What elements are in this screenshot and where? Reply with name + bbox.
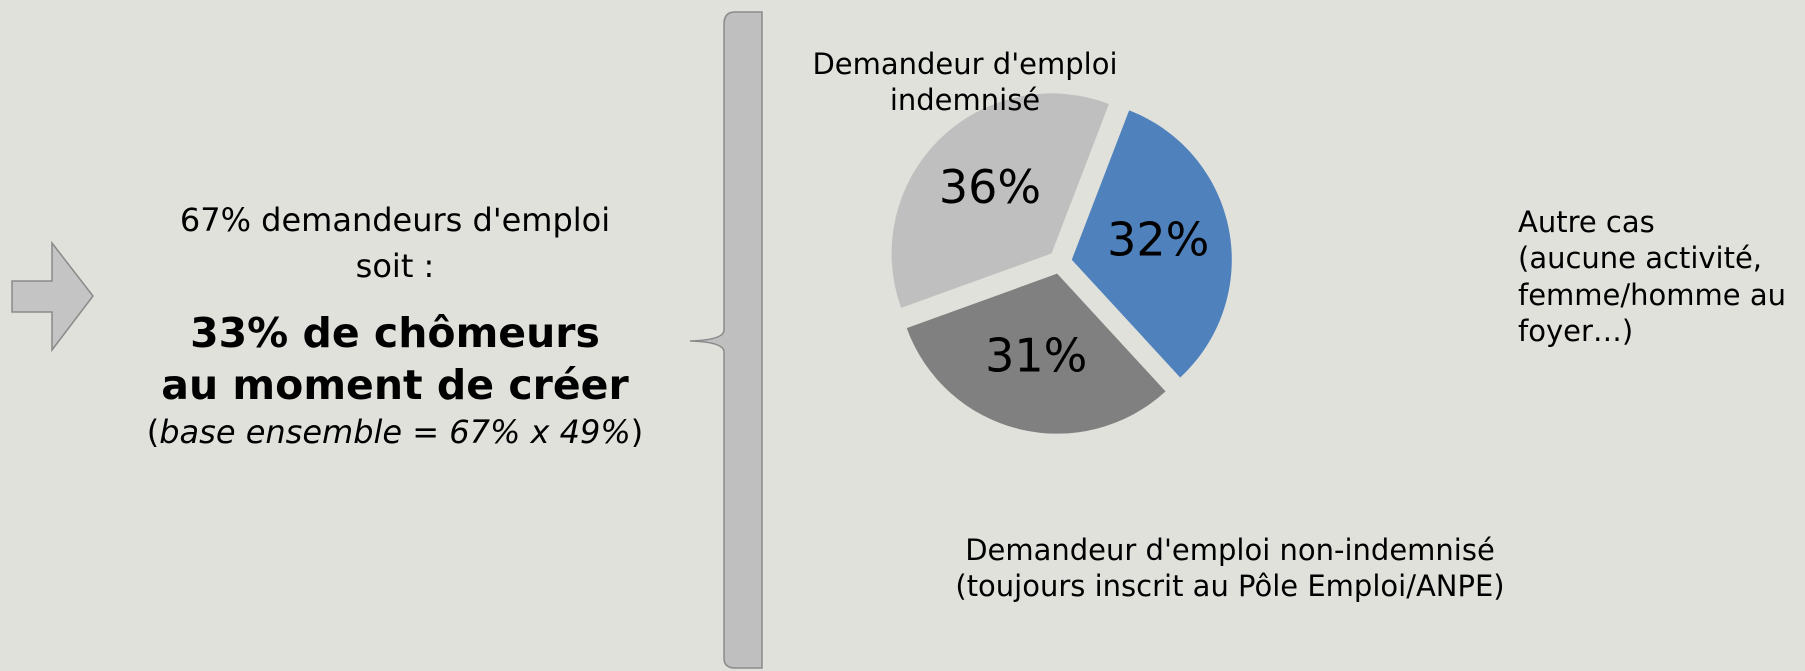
value-label: 32% xyxy=(1107,213,1209,267)
bracket xyxy=(689,11,763,669)
pie-slice xyxy=(906,273,1166,434)
value-label: 31% xyxy=(985,329,1087,383)
callout-note: (base ensemble = 67% x 49%) xyxy=(100,412,690,452)
callout-line: 67% demandeurs d'emploi xyxy=(179,201,611,239)
pie-slice xyxy=(891,93,1109,308)
slice-label: Autre cas (aucune activité, femme/homme … xyxy=(1518,205,1786,348)
callout-line: soit : xyxy=(355,247,435,285)
paren: ) xyxy=(630,413,644,451)
slice-label: Demandeur d'emploi non-indemnisé (toujou… xyxy=(955,533,1505,604)
callout-bold: au moment de créer xyxy=(161,361,629,409)
value-label: 36% xyxy=(939,160,1041,214)
paren: ( xyxy=(146,413,160,451)
pie-slice xyxy=(1071,110,1232,378)
note: base ensemble = 67% x 49% xyxy=(159,413,631,451)
callout-bold: 33% de chômeurs xyxy=(190,309,600,357)
slice-label: Demandeur d'emploi indemnisé xyxy=(812,47,1118,118)
arrow xyxy=(11,240,94,353)
